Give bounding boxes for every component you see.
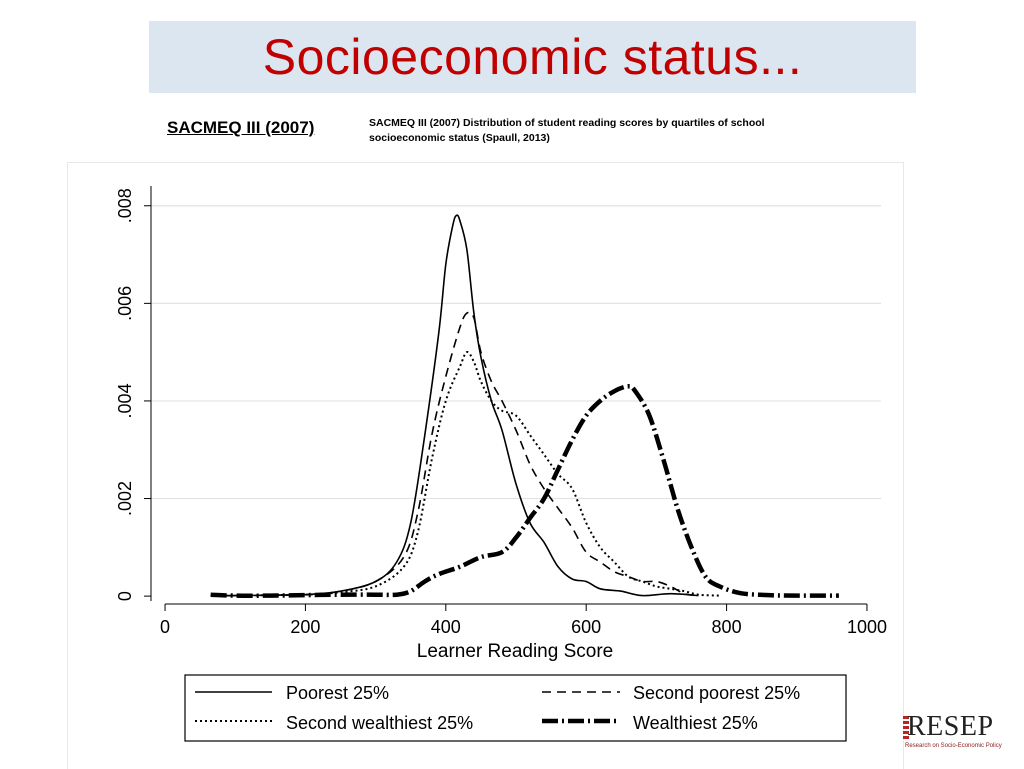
logo-tagline: Research on Socio-Economic Policy — [905, 743, 1002, 749]
title-band: Socioeconomic status... — [149, 21, 916, 93]
logo-bars-icon — [903, 716, 909, 740]
series-wealthiest-line — [210, 384, 839, 598]
x-tick-label: 400 — [431, 617, 461, 637]
y-tick-label: .006 — [115, 286, 135, 321]
grid-layer — [151, 205, 881, 500]
x-tick-label: 600 — [571, 617, 601, 637]
x-tick-label: 0 — [160, 617, 170, 637]
legend-box — [184, 674, 847, 742]
y-tick-label: .008 — [115, 188, 135, 223]
x-tick-label: 1000 — [847, 617, 887, 637]
legend-label-poorest: Poorest 25% — [286, 683, 389, 703]
x-axis-label: Learner Reading Score — [417, 641, 613, 662]
x-tick-label: 800 — [712, 617, 742, 637]
chart-caption: SACMEQ III (2007) Distribution of studen… — [369, 117, 765, 144]
legend: Poorest 25% Second poorest 25% Second we… — [184, 674, 847, 742]
logo-text: RESEP — [907, 711, 994, 742]
axis-layer: 0 .002 .004 .006 .008 0 200 400 600 800 1000 — [115, 186, 887, 637]
series-layer — [210, 214, 839, 598]
legend-label-second-poorest: Second poorest 25% — [633, 683, 800, 703]
y-tick-label: .002 — [115, 481, 135, 516]
y-tick-label: .004 — [115, 383, 135, 418]
legend-label-second-wealthiest: Second wealthiest 25% — [286, 713, 473, 733]
x-tick-label: 200 — [290, 617, 320, 637]
legend-label-wealthiest: Wealthiest 25% — [633, 713, 758, 733]
plot-frame — [67, 162, 904, 769]
series-poorest-line — [210, 214, 699, 597]
y-tick-label: 0 — [115, 591, 135, 601]
resep-logo: RESEP Research on Socio-Economic Policy — [903, 711, 1013, 756]
slide-subtitle: SACMEQ III (2007) — [167, 118, 315, 137]
series-second-wealthiest-line — [210, 351, 720, 597]
series-second-poorest-line — [210, 311, 699, 597]
slide-title: Socioeconomic status... — [262, 29, 803, 85]
